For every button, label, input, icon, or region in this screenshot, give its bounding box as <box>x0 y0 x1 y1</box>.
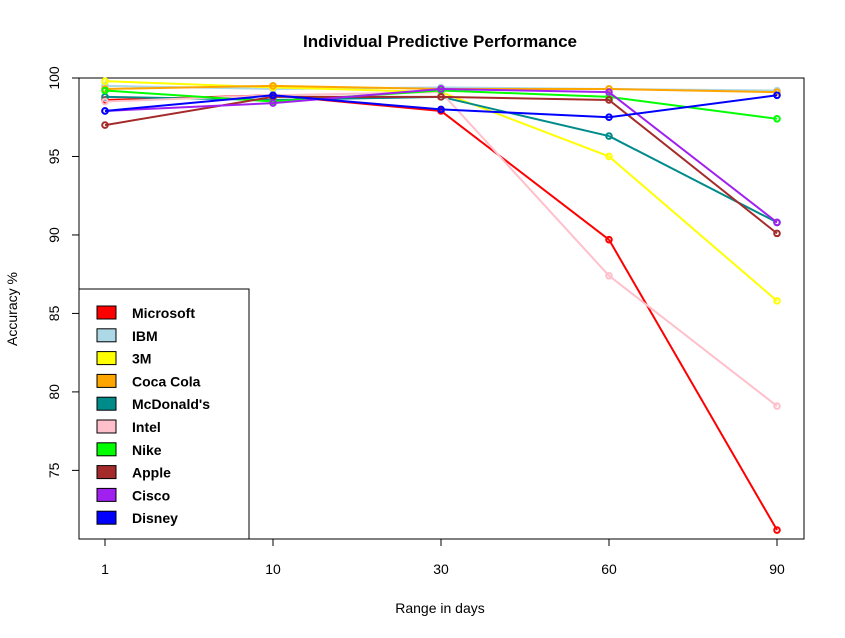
series-line-segment <box>608 94 778 119</box>
x-axis: 1 10 30 60 90 <box>101 539 785 577</box>
series-line-segment <box>272 94 442 111</box>
series-intel <box>101 88 781 410</box>
data-point <box>605 96 613 104</box>
data-point <box>101 121 109 129</box>
legend-label: Disney <box>132 510 178 526</box>
series-line-segment <box>272 87 442 105</box>
y-axis-label: Accuracy % <box>4 272 20 346</box>
series-line-segment <box>608 155 778 302</box>
legend-label: 3M <box>132 351 151 367</box>
legend-label: Cisco <box>132 487 170 503</box>
data-point <box>773 115 781 123</box>
series-line-segment <box>608 95 778 120</box>
legend-swatch <box>96 465 117 480</box>
series-line-segment <box>608 274 778 407</box>
data-point <box>437 93 445 101</box>
legend-label: Intel <box>132 419 161 435</box>
legend-label: Coca Cola <box>132 373 201 389</box>
data-point <box>101 86 109 95</box>
data-point <box>269 82 277 90</box>
series-line-segment <box>440 91 610 277</box>
series-line-segment <box>608 99 778 235</box>
data-point <box>773 91 781 100</box>
chart-title: Individual Predictive Performance <box>303 32 577 51</box>
data-point <box>773 297 781 305</box>
series-line-segment <box>440 95 610 138</box>
series-line-segment <box>104 94 274 103</box>
series-cisco <box>101 85 781 227</box>
legend-label: Nike <box>132 442 162 458</box>
x-tick-label: 90 <box>769 561 785 577</box>
series-line-segment <box>104 84 274 90</box>
legend-swatch <box>96 373 117 388</box>
data-point <box>605 132 613 140</box>
series-line-segment <box>440 108 610 119</box>
data-point <box>773 526 781 534</box>
series-line-segment <box>608 87 778 94</box>
y-tick-label: 75 <box>46 462 62 478</box>
y-tick-label: 100 <box>46 66 62 90</box>
series-line-segment <box>440 110 610 241</box>
data-point <box>605 113 613 122</box>
x-tick-label: 60 <box>601 561 617 577</box>
legend-swatch <box>96 442 117 457</box>
data-point <box>269 99 277 107</box>
series-line-segment <box>440 95 610 101</box>
legend-label: Apple <box>132 465 171 481</box>
series-line-segment <box>608 239 778 531</box>
legend-swatch <box>96 396 117 411</box>
series-line-segment <box>608 135 778 224</box>
legend-swatch <box>96 305 117 320</box>
legend-label: McDonald's <box>132 396 210 412</box>
series-layer <box>101 77 781 534</box>
series-line-segment <box>104 89 274 103</box>
data-point <box>605 235 613 244</box>
data-point <box>773 402 781 410</box>
series-nike <box>101 86 781 123</box>
x-axis-label: Range in days <box>395 600 485 616</box>
y-axis: 75 80 85 90 95 100 <box>46 66 79 478</box>
legend-label: Microsoft <box>132 305 195 321</box>
data-point <box>773 218 781 227</box>
y-tick-label: 95 <box>46 148 62 164</box>
data-point <box>773 88 781 96</box>
legend-swatch <box>96 351 117 366</box>
legend-swatch <box>96 419 117 434</box>
data-point <box>437 85 445 93</box>
data-point <box>605 152 613 161</box>
series-line-segment <box>608 91 778 224</box>
data-point <box>101 107 109 115</box>
legend-swatch <box>96 328 117 343</box>
legend: Microsoft IBM 3M Coca Cola McDonald's Intel Ni… <box>78 288 250 540</box>
data-point <box>605 88 613 96</box>
data-point <box>605 271 613 280</box>
data-point <box>269 91 277 100</box>
y-tick-label: 80 <box>46 384 62 400</box>
x-tick-label: 30 <box>433 561 449 577</box>
series-disney <box>101 91 781 122</box>
series-line-segment <box>440 87 610 94</box>
series-line-segment <box>104 102 274 112</box>
x-tick-label: 1 <box>101 561 109 577</box>
series-line-segment <box>272 84 442 90</box>
data-point <box>437 105 445 114</box>
series-line-segment <box>104 95 274 127</box>
data-point <box>101 77 109 85</box>
y-tick-label: 85 <box>46 305 62 321</box>
series-line-segment <box>104 94 274 112</box>
data-point <box>773 229 781 238</box>
legend-swatch <box>96 510 117 525</box>
legend-swatch <box>96 487 117 502</box>
x-tick-label: 10 <box>265 561 281 577</box>
data-point <box>101 97 109 106</box>
series-line-segment <box>440 89 610 98</box>
y-tick-label: 90 <box>46 227 62 243</box>
legend-label: IBM <box>132 328 158 344</box>
